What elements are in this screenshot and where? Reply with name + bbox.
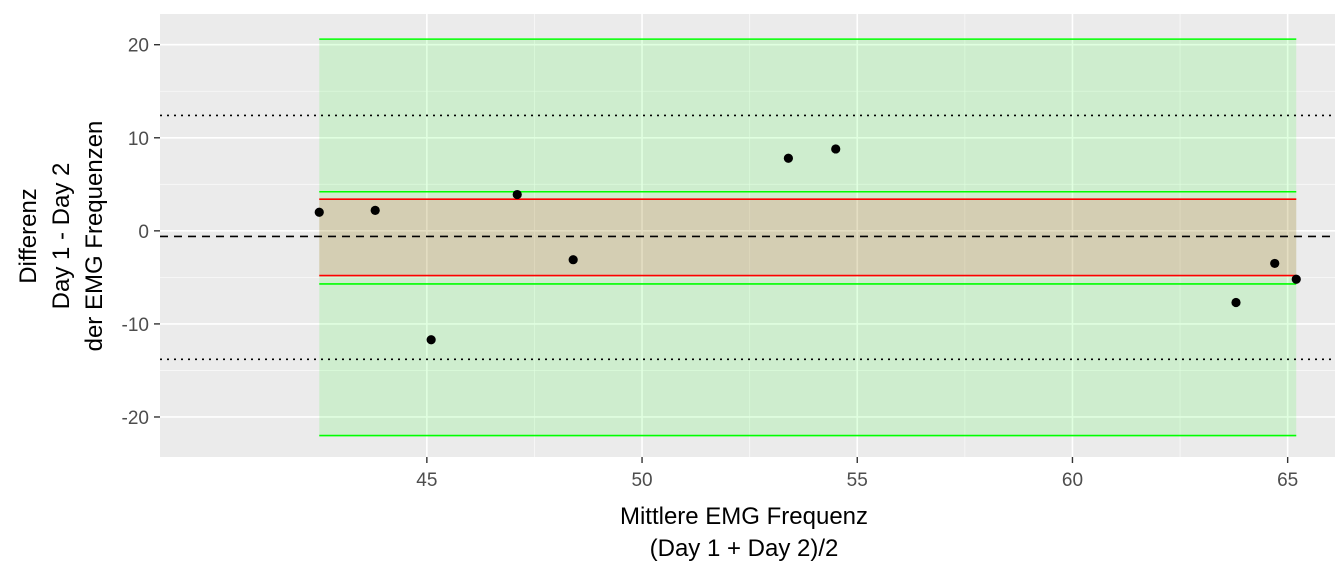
y-axis-title-line-2: Day 1 - Day 2: [48, 163, 75, 310]
data-point: [314, 207, 324, 217]
data-point: [370, 205, 380, 215]
y-axis-ticks: -20 -10 0 10 20: [122, 36, 160, 429]
x-axis-title-line-1: Mittlere EMG Frequenz: [620, 503, 868, 530]
y-axis-title: Differenz Day 1 - Day 2 der EMG Frequenz…: [15, 121, 108, 352]
data-points: [314, 144, 1301, 345]
data-point: [1270, 258, 1280, 269]
agreement-band-3: [319, 199, 1297, 276]
x-axis-ticks: 45 50 55 60 65: [416, 457, 1298, 491]
data-point: [1231, 297, 1241, 308]
agreement-bands: [319, 38, 1297, 437]
x-tick-label: 50: [631, 470, 652, 491]
y-tick-label: 20: [128, 36, 149, 57]
x-tick-label: 60: [1062, 470, 1083, 491]
data-point: [568, 255, 578, 265]
data-point: [1291, 274, 1301, 284]
y-tick-label: -10: [122, 315, 149, 336]
y-axis-title-line-3: der EMG Frequenzen: [81, 121, 108, 352]
plot-panel: [160, 14, 1335, 457]
y-tick-label: 10: [128, 129, 149, 150]
data-point: [426, 335, 436, 345]
x-axis-title-line-2: (Day 1 + Day 2)/2: [650, 535, 839, 562]
x-tick-label: 55: [847, 470, 868, 491]
x-tick-label: 65: [1277, 470, 1298, 491]
y-tick-label: 0: [138, 222, 149, 243]
y-axis-title-line-1: Differenz: [15, 188, 42, 284]
agreement-band-1: [319, 39, 1297, 436]
data-point: [831, 144, 841, 154]
data-point: [783, 153, 793, 163]
x-tick-label: 45: [416, 470, 437, 491]
grid-lines: [160, 14, 1335, 457]
y-tick-label: -20: [122, 408, 149, 429]
data-point: [512, 189, 522, 200]
